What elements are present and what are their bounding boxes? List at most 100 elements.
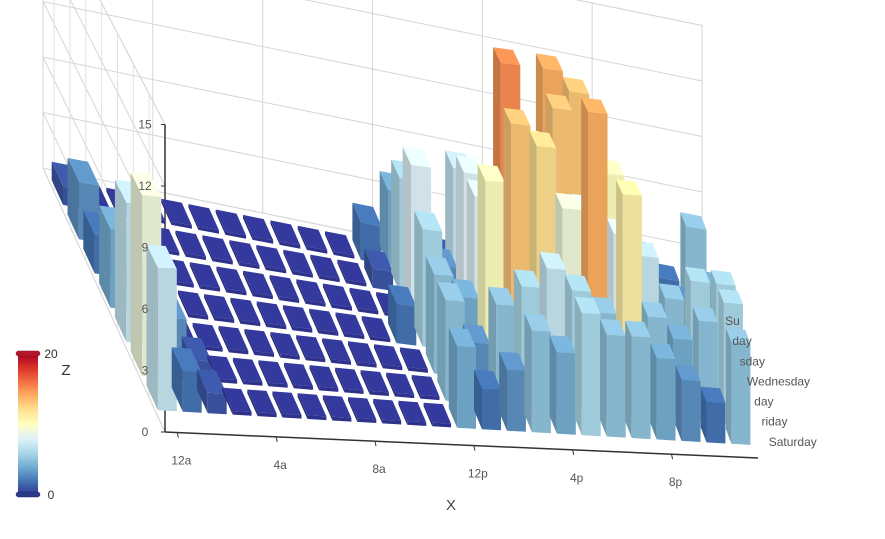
bar-top (296, 279, 326, 304)
bar-front (396, 304, 417, 346)
bar-top (423, 402, 452, 424)
bar-front (198, 226, 219, 234)
bar-side (423, 402, 433, 427)
bar (474, 369, 501, 431)
bar-top (437, 281, 465, 302)
bar-top (692, 306, 718, 323)
visual-map-top-handle[interactable] (15, 350, 41, 357)
bar-side (386, 372, 395, 397)
bar-side (216, 266, 227, 293)
bar-top (653, 262, 680, 282)
bar-side (499, 351, 507, 431)
bar-side (524, 313, 532, 433)
bar-front (395, 392, 415, 399)
x-axis-name: X (446, 497, 456, 514)
bar (325, 231, 355, 259)
bar-side (247, 389, 258, 417)
y-tick-label: Su (725, 314, 740, 328)
bar-top (130, 172, 162, 197)
bar (196, 369, 227, 415)
bar-side (352, 202, 361, 260)
bar-top (555, 192, 582, 211)
grid-line (99, 0, 166, 125)
bar-side (425, 255, 435, 374)
bar-front (331, 304, 352, 311)
bar-front (731, 342, 751, 445)
bar-front (681, 379, 701, 442)
bar-top (216, 266, 247, 292)
bar (216, 266, 247, 296)
x-tick (176, 432, 179, 438)
bar-top (574, 296, 601, 315)
bar-front (203, 346, 223, 352)
bar-top (545, 93, 573, 111)
bar-top (349, 287, 379, 311)
bar-top (684, 266, 711, 283)
bar-side (256, 301, 267, 327)
visual-map[interactable]: 20 Z 0 (15, 347, 71, 502)
bar-top (309, 308, 339, 333)
x-tick (275, 436, 278, 442)
bar (175, 230, 206, 261)
bar (283, 249, 313, 278)
bar-top (322, 395, 352, 418)
bar-side (309, 365, 320, 391)
bar (296, 335, 326, 363)
z-tick-label: 0 (142, 425, 149, 439)
bar-front (358, 308, 379, 315)
bar-side (322, 283, 332, 308)
bar-top (718, 289, 743, 305)
bar-front (268, 382, 288, 388)
bar-top (348, 397, 377, 420)
bar-front (357, 418, 377, 423)
y-tick-label: day (754, 395, 773, 409)
bar-front (279, 296, 300, 303)
y-tick-label: riday (761, 415, 787, 429)
bar-top (477, 163, 505, 183)
bar-front (173, 281, 194, 288)
bar (222, 387, 252, 416)
bar (399, 347, 428, 373)
bar-side (296, 335, 306, 361)
bar-top (188, 204, 219, 231)
bar-top (222, 387, 252, 413)
bar-front (344, 333, 365, 340)
bar-top (272, 391, 302, 415)
bar-side (258, 360, 269, 387)
bar-top (680, 212, 707, 230)
bar-side (230, 297, 241, 324)
bar (348, 397, 377, 423)
visual-map-bottom-handle[interactable] (15, 491, 41, 498)
bar-top (499, 351, 526, 371)
bar-top (600, 318, 626, 336)
bar-top (247, 389, 277, 414)
visual-map-bar[interactable] (18, 353, 38, 495)
bar-top (710, 269, 736, 286)
z-tick-label: 9 (142, 241, 149, 255)
bar (297, 225, 328, 254)
bar-side (310, 254, 320, 279)
x-tick-label: 12p (468, 467, 488, 481)
x-tick-label: 4a (274, 458, 288, 472)
bar-front (293, 384, 313, 390)
bar-side (243, 214, 253, 240)
bar-side (650, 342, 657, 440)
bar-top (399, 347, 428, 370)
bar-front (319, 386, 339, 392)
bar-front (333, 251, 355, 259)
bar-side (269, 275, 280, 301)
x-tick-label: 4p (570, 471, 584, 485)
bar-top (161, 198, 192, 226)
bar-top (675, 364, 701, 381)
bar-front (239, 262, 260, 269)
bar-front (332, 416, 352, 422)
bar (337, 259, 367, 287)
y-tick-label: day (732, 334, 751, 348)
bar-front (185, 253, 206, 261)
bar (625, 320, 651, 440)
bar-side (222, 387, 233, 415)
bar (322, 283, 352, 311)
bar-top (244, 329, 274, 354)
bar (161, 198, 192, 229)
bar-front (307, 415, 327, 421)
